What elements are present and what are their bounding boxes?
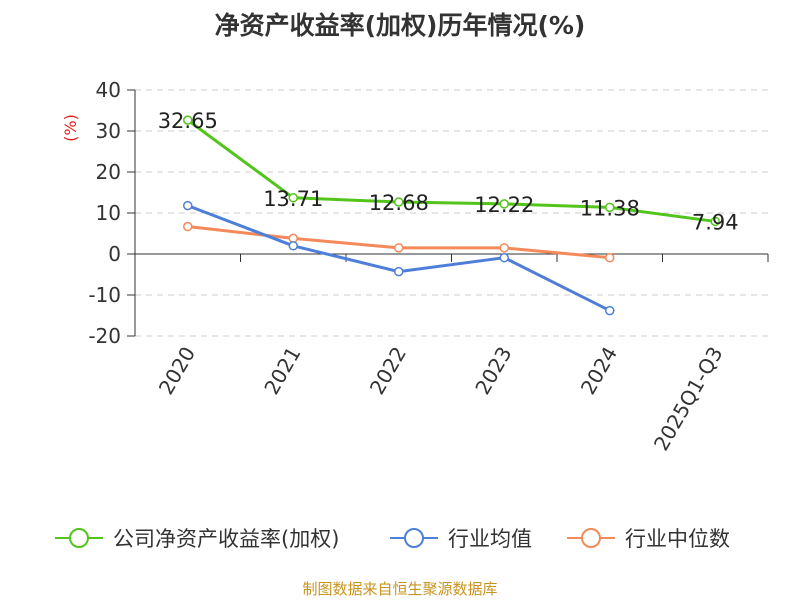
y-tick-label: -10 — [88, 283, 121, 307]
data-label: 11.38 — [580, 196, 640, 220]
x-tick-label: 2022 — [365, 343, 411, 399]
data-label: 12.68 — [369, 191, 429, 215]
data-point — [499, 252, 509, 263]
legend-marker — [69, 528, 89, 548]
data-point — [183, 200, 193, 211]
x-tick-label: 2023 — [470, 343, 516, 399]
x-tick-label: 2021 — [259, 343, 305, 399]
data-point — [394, 243, 404, 253]
data-point — [499, 199, 509, 209]
data-point — [288, 241, 298, 251]
data-point — [288, 193, 298, 203]
y-tick-label: 30 — [96, 119, 121, 143]
data-label: 12.22 — [474, 193, 534, 217]
data-point — [605, 305, 615, 316]
data-point — [183, 221, 193, 232]
x-tick-label: 2025Q1-Q3 — [649, 343, 728, 455]
data-point — [394, 266, 404, 277]
data-point — [605, 252, 615, 263]
data-point — [394, 197, 404, 207]
legend-label: 行业均值 — [448, 527, 532, 551]
y-tick-label: 20 — [96, 160, 121, 184]
data-point — [605, 202, 615, 213]
series-line — [186, 118, 716, 223]
x-tick-label: 2020 — [154, 343, 200, 399]
data-point — [183, 115, 193, 125]
legend-label: 行业中位数 — [625, 527, 730, 551]
data-label: 7.94 — [692, 210, 739, 234]
data-point — [499, 243, 509, 253]
data-label: 32.65 — [158, 109, 218, 133]
y-tick-label: 10 — [96, 201, 121, 225]
y-tick-label: 40 — [96, 78, 121, 102]
x-tick-label: 2024 — [576, 343, 622, 399]
data-source-note: 制图数据来自恒生聚源数据库 — [302, 580, 498, 598]
legend-marker — [404, 528, 424, 548]
data-label: 13.71 — [263, 187, 323, 211]
data-point — [710, 216, 720, 227]
legend-label: 公司净资产收益率(加权) — [113, 527, 339, 551]
y-tick-label: 0 — [108, 242, 121, 266]
legend-marker — [581, 528, 601, 548]
y-axis-unit: (%) — [61, 114, 80, 142]
chart-title: 净资产收益率(加权)历年情况(%) — [214, 11, 586, 40]
y-tick-label: -20 — [88, 324, 121, 348]
